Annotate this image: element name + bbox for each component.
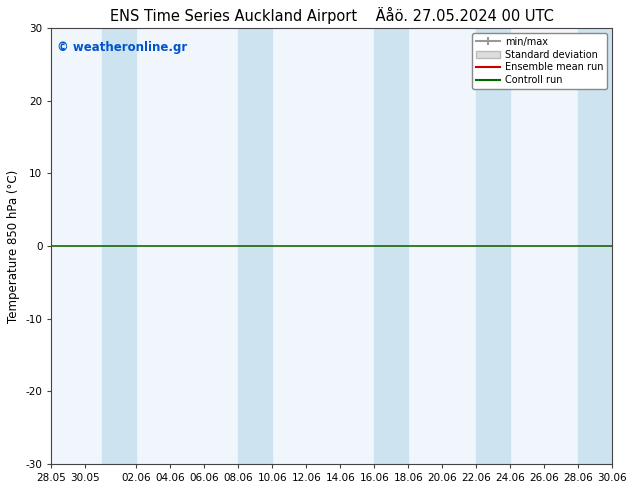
Y-axis label: Temperature 850 hPa (°C): Temperature 850 hPa (°C)	[7, 170, 20, 322]
Bar	[374, 28, 408, 464]
Bar	[578, 28, 612, 464]
Bar	[238, 28, 273, 464]
Text: © weatheronline.gr: © weatheronline.gr	[57, 41, 187, 54]
Bar	[102, 28, 136, 464]
Legend: min/max, Standard deviation, Ensemble mean run, Controll run: min/max, Standard deviation, Ensemble me…	[472, 33, 607, 89]
Bar	[476, 28, 510, 464]
Title: ENS Time Series Auckland Airport    Äåö. 27.05.2024 00 UTC: ENS Time Series Auckland Airport Äåö. 27…	[110, 7, 553, 24]
